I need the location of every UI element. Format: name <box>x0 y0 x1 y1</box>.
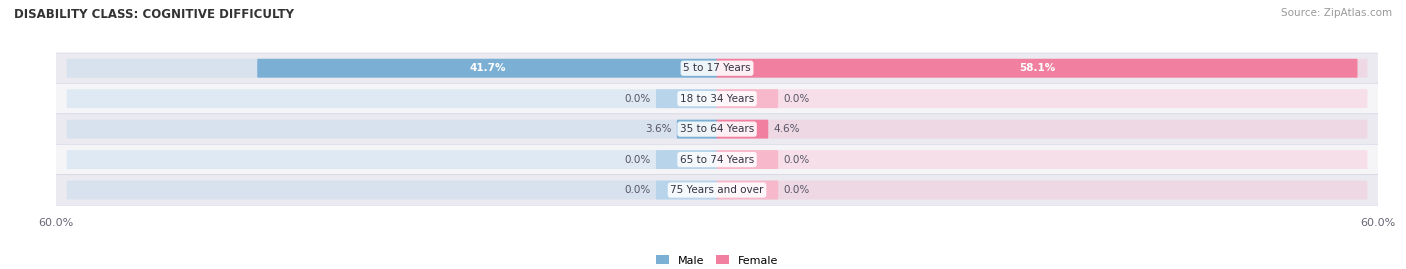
FancyBboxPatch shape <box>717 59 1368 78</box>
FancyBboxPatch shape <box>717 180 1368 200</box>
FancyBboxPatch shape <box>52 175 1382 205</box>
Text: 75 Years and over: 75 Years and over <box>671 185 763 195</box>
FancyBboxPatch shape <box>676 120 717 139</box>
Text: 3.6%: 3.6% <box>645 124 672 134</box>
Text: 0.0%: 0.0% <box>783 94 810 104</box>
Text: 58.1%: 58.1% <box>1019 63 1054 73</box>
Text: 0.0%: 0.0% <box>624 94 651 104</box>
FancyBboxPatch shape <box>717 89 778 108</box>
FancyBboxPatch shape <box>717 150 778 169</box>
Text: 41.7%: 41.7% <box>470 63 506 73</box>
FancyBboxPatch shape <box>66 180 717 200</box>
FancyBboxPatch shape <box>717 89 1368 108</box>
FancyBboxPatch shape <box>657 150 717 169</box>
Text: 0.0%: 0.0% <box>783 185 810 195</box>
Text: DISABILITY CLASS: COGNITIVE DIFFICULTY: DISABILITY CLASS: COGNITIVE DIFFICULTY <box>14 8 294 21</box>
Text: 35 to 64 Years: 35 to 64 Years <box>681 124 754 134</box>
FancyBboxPatch shape <box>52 83 1382 114</box>
FancyBboxPatch shape <box>717 120 768 139</box>
FancyBboxPatch shape <box>657 89 717 108</box>
Text: 0.0%: 0.0% <box>624 185 651 195</box>
FancyBboxPatch shape <box>717 120 1368 139</box>
FancyBboxPatch shape <box>257 59 717 78</box>
Text: 5 to 17 Years: 5 to 17 Years <box>683 63 751 73</box>
FancyBboxPatch shape <box>717 150 1368 169</box>
FancyBboxPatch shape <box>66 120 717 139</box>
Text: 0.0%: 0.0% <box>624 155 651 165</box>
FancyBboxPatch shape <box>66 89 717 108</box>
Legend: Male, Female: Male, Female <box>655 255 779 266</box>
FancyBboxPatch shape <box>52 53 1382 83</box>
FancyBboxPatch shape <box>657 180 717 200</box>
Text: 4.6%: 4.6% <box>773 124 800 134</box>
FancyBboxPatch shape <box>52 144 1382 175</box>
FancyBboxPatch shape <box>717 180 778 200</box>
FancyBboxPatch shape <box>717 59 1358 78</box>
FancyBboxPatch shape <box>66 59 717 78</box>
Text: 0.0%: 0.0% <box>783 155 810 165</box>
FancyBboxPatch shape <box>52 114 1382 144</box>
Text: 65 to 74 Years: 65 to 74 Years <box>681 155 754 165</box>
Text: Source: ZipAtlas.com: Source: ZipAtlas.com <box>1281 8 1392 18</box>
FancyBboxPatch shape <box>66 150 717 169</box>
Text: 18 to 34 Years: 18 to 34 Years <box>681 94 754 104</box>
